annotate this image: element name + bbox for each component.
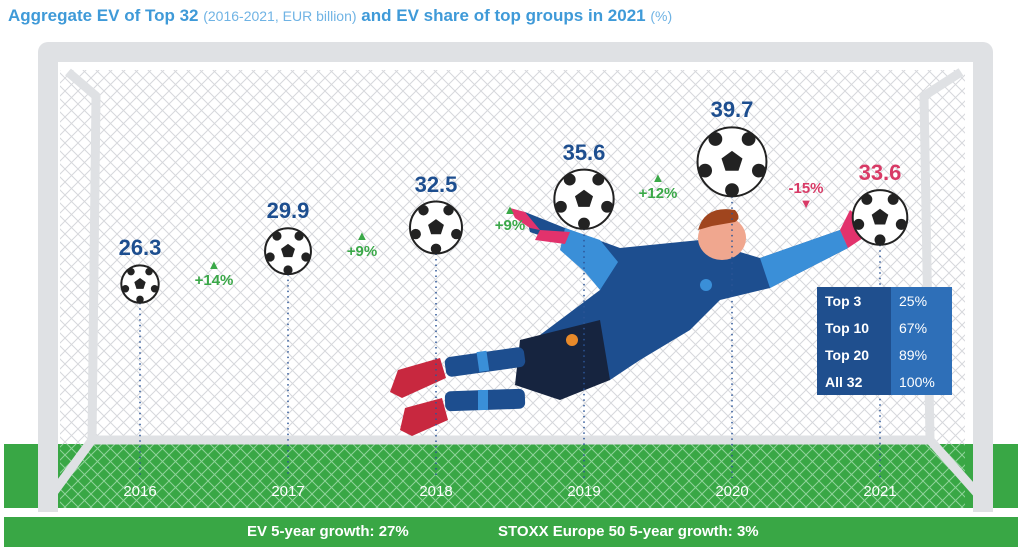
ev-share-table: Top 3 25% Top 10 67% Top 20 89% All 32 100%: [817, 287, 952, 395]
chart-title: Aggregate EV of Top 32 (2016-2021, EUR b…: [8, 6, 672, 26]
title-main: Aggregate EV of Top 32: [8, 6, 199, 25]
growth-value: +12%: [638, 184, 678, 202]
share-row: Top 20 89%: [817, 341, 952, 368]
year-label-2020: 2020: [715, 483, 749, 500]
value-label-2017: 29.9: [266, 198, 310, 224]
year-label-2017: 2017: [271, 483, 305, 500]
growth-label-2021: -15% ▼: [788, 180, 823, 211]
growth-label-2018: ▲ +9%: [346, 228, 378, 261]
up-triangle-icon: ▲: [207, 256, 221, 272]
share-value: 89%: [899, 346, 928, 363]
share-value: 25%: [899, 292, 928, 309]
year-label-2021: 2021: [863, 483, 897, 500]
down-triangle-icon: ▼: [799, 195, 813, 211]
ball-marker-2020: [696, 126, 768, 198]
title-share-units: (%): [650, 8, 673, 24]
grass-net: [60, 444, 965, 508]
growth-value: -15%: [788, 179, 824, 197]
year-label-2016: 2016: [123, 483, 157, 500]
share-label: Top 20: [817, 341, 891, 368]
share-label: Top 3: [817, 287, 891, 314]
goal-frame: [38, 42, 993, 512]
ball-marker-2018: [409, 200, 463, 255]
share-row: Top 3 25%: [817, 287, 952, 314]
year-label-2019: 2019: [567, 483, 601, 500]
share-label: Top 10: [817, 314, 891, 341]
share-row: Top 10 67%: [817, 314, 952, 341]
growth-label-2019: ▲ +9%: [494, 202, 526, 235]
ball-marker-2016: [120, 264, 160, 304]
ev-growth-text: EV 5-year growth: 27%: [247, 523, 409, 540]
data-balls: [120, 126, 909, 304]
value-label-2020: 39.7: [710, 97, 754, 123]
goalkeeper-illustration: [390, 208, 872, 436]
share-value: 67%: [899, 319, 928, 336]
year-label-2018: 2018: [419, 483, 453, 500]
growth-value: +9%: [494, 217, 526, 235]
value-label-2019: 35.6: [562, 139, 606, 165]
share-value: 100%: [899, 373, 935, 390]
growth-footer: EV 5-year growth: 27% STOXX Europe 50 5-…: [4, 517, 1018, 547]
growth-value: +14%: [194, 271, 234, 289]
share-label: All 32: [817, 368, 891, 395]
up-triangle-icon: ▲: [355, 228, 369, 244]
value-label-2018: 32.5: [414, 171, 458, 197]
ball-marker-2017: [264, 227, 312, 276]
up-triangle-icon: ▲: [503, 202, 517, 218]
growth-label-2017: ▲ +14%: [194, 256, 234, 289]
value-label-2021: 33.6: [858, 160, 902, 186]
growth-value: +9%: [346, 243, 378, 261]
value-label-2016: 26.3: [118, 235, 162, 261]
ball-marker-2021: [851, 189, 909, 246]
title-share: and EV share of top groups in 2021: [361, 6, 646, 25]
share-row: All 32 100%: [817, 368, 952, 395]
title-units: (2016-2021, EUR billion): [203, 8, 357, 24]
ball-marker-2019: [553, 168, 615, 230]
up-triangle-icon: ▲: [651, 169, 665, 185]
stoxx-growth-text: STOXX Europe 50 5-year growth: 3%: [498, 523, 759, 540]
growth-label-2020: ▲ +12%: [638, 169, 678, 202]
